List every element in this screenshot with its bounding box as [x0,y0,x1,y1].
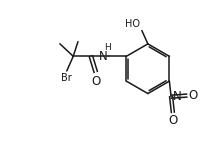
Text: N: N [99,50,108,63]
Text: O: O [168,114,177,127]
Text: H: H [104,43,111,52]
Text: HO: HO [125,19,140,29]
Text: Br: Br [61,73,71,83]
Text: O: O [188,89,198,102]
Text: O: O [92,75,101,88]
Text: N: N [172,90,181,103]
